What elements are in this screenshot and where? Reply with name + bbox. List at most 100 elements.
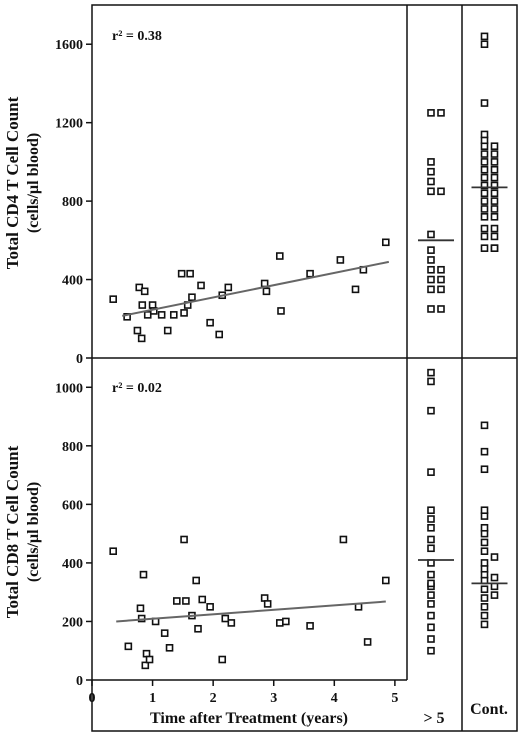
cd4-group-point bbox=[480, 213, 489, 221]
cd8-group-point bbox=[490, 553, 499, 561]
cd4-point bbox=[306, 269, 314, 278]
cd4-point bbox=[336, 256, 345, 264]
cd8-group-point bbox=[427, 579, 435, 588]
cd4-group-point bbox=[490, 205, 499, 213]
cd4-group-point bbox=[480, 158, 489, 166]
cd4-group-point bbox=[480, 181, 489, 190]
cd8-point bbox=[182, 597, 190, 605]
cd4-ytick-label: 400 bbox=[62, 274, 83, 289]
group-label-gt5: > 5 bbox=[423, 710, 444, 727]
cd8-group-point bbox=[427, 368, 435, 377]
cd8-point bbox=[363, 638, 372, 646]
cd8-point bbox=[136, 604, 145, 613]
cd4-group-point bbox=[480, 165, 489, 174]
cd8-point bbox=[218, 655, 227, 664]
cd4-point bbox=[140, 287, 149, 296]
cd4-group-point bbox=[490, 173, 499, 182]
x-tick-label: 0 bbox=[89, 691, 96, 706]
cd4-point bbox=[143, 311, 152, 319]
cd8-group-point bbox=[427, 611, 435, 620]
cd8-group-point bbox=[480, 523, 489, 532]
cd4-group-point bbox=[427, 275, 435, 284]
cd4-group-point bbox=[490, 158, 499, 166]
cd4-group-point bbox=[490, 224, 499, 233]
cd4-group-point bbox=[490, 165, 499, 174]
cd4-group-point bbox=[490, 244, 499, 252]
cd4-point bbox=[163, 326, 172, 335]
cd4-group-point bbox=[437, 285, 445, 294]
cd4-group-point bbox=[480, 40, 489, 49]
cd8-group-point bbox=[480, 585, 489, 594]
x-tick-label: 4 bbox=[331, 691, 338, 706]
cd8-r2-annotation: r² = 0.02 bbox=[112, 381, 162, 396]
cd8-point bbox=[221, 614, 230, 623]
cd8-ytick-label: 0 bbox=[76, 674, 83, 689]
cd4-point bbox=[206, 318, 214, 327]
cd4-group-point bbox=[490, 232, 499, 241]
cd8-group-point bbox=[427, 406, 435, 415]
cd4-group-point bbox=[427, 230, 435, 239]
cd4-point bbox=[133, 326, 142, 335]
cd4-point bbox=[180, 309, 188, 317]
x-tick-label: 2 bbox=[210, 691, 217, 706]
cd8-point bbox=[282, 617, 290, 626]
cd8-group-point bbox=[480, 547, 489, 556]
cd8-group-point bbox=[480, 594, 489, 602]
cd4-group-point bbox=[427, 265, 435, 274]
cd8-group-point bbox=[427, 377, 435, 386]
cd4-group-point bbox=[427, 187, 435, 196]
cd8-point bbox=[339, 535, 348, 544]
cd8-ylabel-line1: Total CD8 T Cell Count bbox=[3, 445, 22, 618]
cd4-group-point bbox=[427, 305, 435, 313]
cd4-point bbox=[135, 283, 144, 292]
cd8-group-point bbox=[480, 538, 489, 547]
cd8-point bbox=[381, 576, 390, 585]
cd4-ylabel-line1: Total CD4 T Cell Count bbox=[3, 96, 22, 269]
cd8-ytick-label: 800 bbox=[62, 440, 83, 455]
cd8-point bbox=[141, 661, 150, 670]
cd8-point bbox=[109, 547, 118, 556]
cd8-point bbox=[192, 576, 200, 585]
cd4-point bbox=[197, 281, 205, 290]
cd4-group-point bbox=[427, 177, 435, 186]
cd4-ylabel-line2: (cells/µl blood) bbox=[25, 133, 42, 233]
cd8-point bbox=[180, 535, 188, 544]
cd8-ytick-label: 200 bbox=[62, 615, 83, 630]
cd8-ytick-label: 400 bbox=[62, 557, 83, 572]
cd8-point bbox=[227, 619, 236, 627]
x-tick-label: 5 bbox=[391, 691, 398, 706]
cd4-trend-line bbox=[122, 260, 390, 317]
cd8-group-point bbox=[427, 523, 435, 532]
cd8-group-point bbox=[480, 506, 489, 515]
cd4-group-point bbox=[437, 187, 445, 196]
cd4-point bbox=[177, 269, 186, 278]
cd8-group-point bbox=[480, 611, 489, 620]
cd8-ytick-label: 600 bbox=[62, 498, 83, 513]
cd4-point bbox=[260, 279, 269, 288]
cd4-group-point bbox=[480, 205, 489, 213]
cd4-group-point bbox=[490, 197, 499, 205]
cd4-point bbox=[123, 313, 131, 321]
cd8-point bbox=[206, 603, 214, 611]
cd4-point bbox=[138, 301, 147, 309]
cd8-group-point bbox=[427, 646, 435, 655]
x-tick-label: 1 bbox=[149, 691, 156, 706]
cd4-group-point bbox=[480, 189, 489, 198]
cd8-ylabel-line2: (cells/µl blood) bbox=[25, 482, 42, 582]
cd4-point bbox=[277, 307, 285, 315]
cd4-group-point bbox=[427, 158, 435, 166]
cd8-group-point bbox=[427, 506, 435, 515]
cd4-r2-annotation: r² = 0.38 bbox=[112, 29, 162, 44]
cd4-group-point bbox=[490, 150, 499, 158]
cd8-point bbox=[263, 600, 272, 608]
cd4-group-point bbox=[437, 265, 445, 274]
cd4-group-point bbox=[427, 246, 435, 254]
cd8-group-point bbox=[480, 559, 489, 567]
cd8-group-point bbox=[480, 447, 489, 456]
cd8-trend-line bbox=[116, 600, 386, 623]
cd4-point bbox=[169, 311, 178, 319]
cd8-group-point bbox=[427, 468, 435, 476]
cd4-point bbox=[186, 269, 194, 278]
cd8-point bbox=[306, 622, 314, 630]
